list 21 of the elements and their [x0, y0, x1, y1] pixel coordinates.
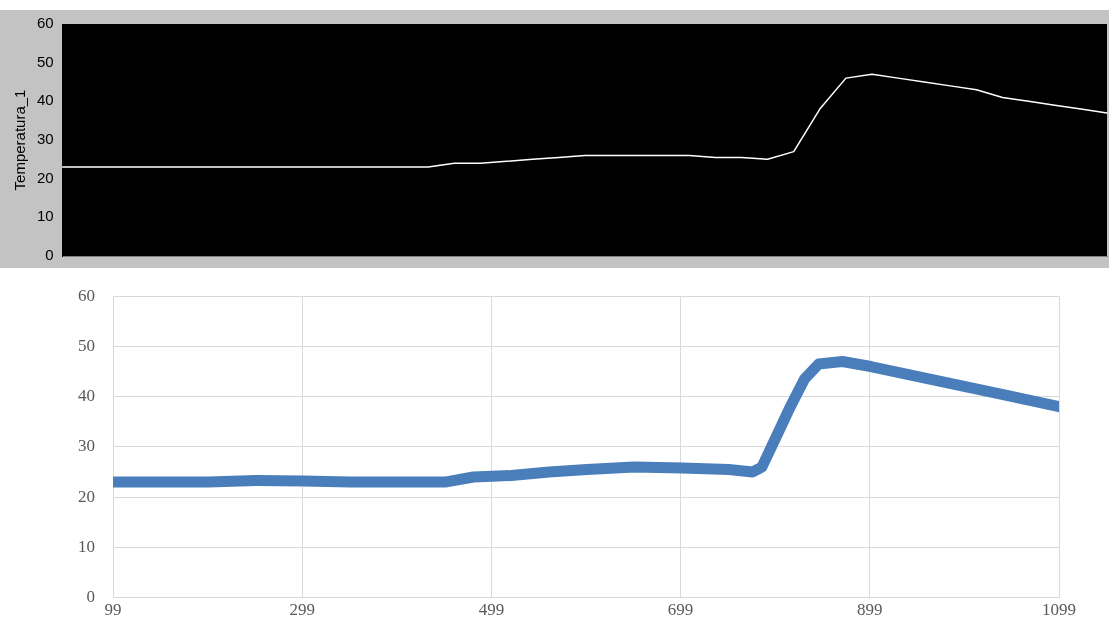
y-tick-label: 10	[37, 207, 54, 225]
y-tick-label: 40	[37, 91, 54, 109]
y-tick-label: 30	[78, 436, 95, 456]
y-tick-label: 20	[78, 486, 95, 506]
x-tick-label: 699	[667, 600, 694, 620]
y-tick-label: 10	[78, 536, 95, 556]
y-tick-label: 60	[78, 285, 95, 305]
x-tick-label: 1099	[1042, 600, 1076, 620]
y-tick-label: 0	[86, 587, 95, 607]
y-tick-label: 40	[78, 386, 95, 406]
y-tick-label: 50	[78, 335, 95, 355]
y-axis-title: Temperatura_1	[11, 89, 29, 191]
y-tick-label: 0	[45, 246, 54, 264]
y-tick-label: 20	[37, 168, 54, 186]
x-tick-label: 899	[857, 600, 883, 620]
x-tick-label: 499	[478, 600, 505, 620]
x-tick-label: 99	[104, 600, 122, 620]
y-tick-label: 50	[37, 52, 54, 70]
y-tick-label: 60	[37, 14, 54, 32]
y-tick-label: 30	[37, 130, 54, 148]
x-tick-label: 299	[289, 600, 315, 620]
